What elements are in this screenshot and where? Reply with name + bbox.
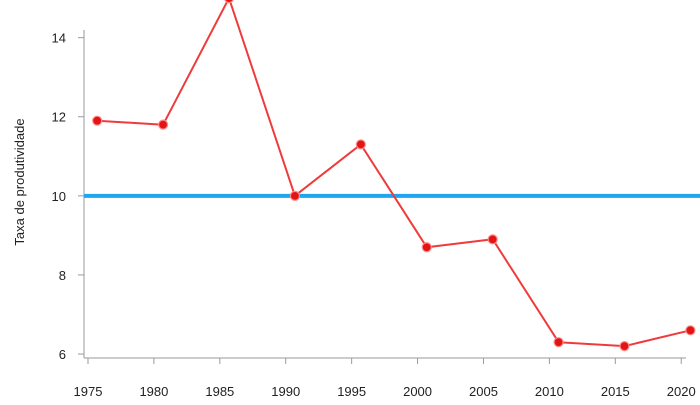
- x-tick-label: 1975: [74, 384, 103, 399]
- y-tick-label: 14: [52, 31, 66, 46]
- data-point: [553, 337, 564, 348]
- x-tick-label: 1995: [337, 384, 366, 399]
- data-point: [355, 139, 366, 150]
- data-point: [92, 115, 103, 126]
- series-line: [97, 0, 691, 348]
- x-tick-label: 2000: [403, 384, 432, 399]
- y-axis-title: Taxa de produtividade: [12, 118, 27, 245]
- data-point: [289, 190, 301, 201]
- x-tick-label: 2010: [535, 384, 564, 399]
- y-tick-label: 12: [52, 110, 66, 125]
- data-point: [487, 234, 498, 245]
- x-tick-label: 1985: [205, 384, 234, 399]
- y-tick-label: 8: [59, 268, 66, 283]
- x-tick-label: 1990: [271, 384, 300, 399]
- data-point: [421, 242, 432, 253]
- data-point: [619, 341, 630, 352]
- x-tick-label: 2020: [667, 384, 696, 399]
- y-tick-label: 10: [52, 189, 66, 204]
- x-tick-label: 2015: [601, 384, 630, 399]
- x-tick-label: 1980: [139, 384, 168, 399]
- data-point: [224, 0, 234, 4]
- data-point: [685, 325, 696, 336]
- series-layer: [92, 0, 696, 352]
- data-point: [157, 119, 169, 130]
- x-tick-label: 2005: [469, 384, 498, 399]
- y-axis-ticks: 6 8 10 12 14: [52, 31, 84, 362]
- x-axis-ticks: 1975 1980 1985 1990 1995 2000 2005 2010 2015 2020: [74, 358, 696, 399]
- y-tick-label: 6: [59, 347, 66, 362]
